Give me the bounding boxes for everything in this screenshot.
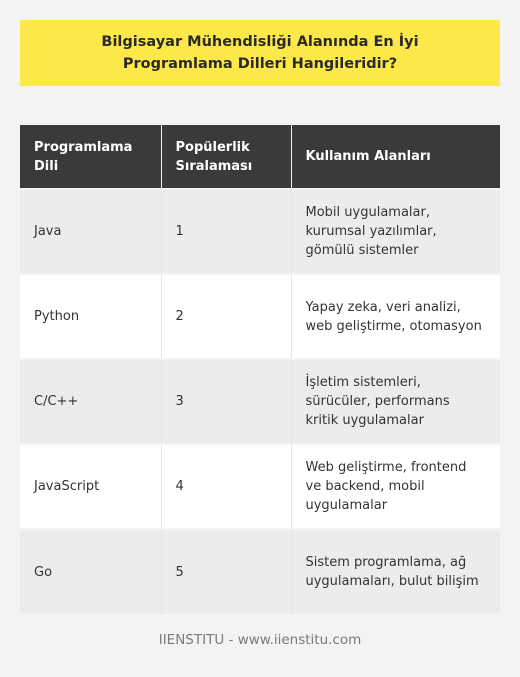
header-language: Programlama Dili — [20, 125, 162, 189]
cell-usage: Web geliştirme, frontend ve backend, mob… — [291, 443, 500, 529]
cell-usage: Yapay zeka, veri analizi, web geliştirme… — [291, 273, 500, 359]
cell-language: Java — [20, 188, 162, 274]
cell-usage: İşletim sistemleri, sürücüler, performan… — [291, 358, 500, 444]
cell-language: C/C++ — [20, 358, 162, 444]
table-row: C/C++ 3 İşletim sistemleri, sürücüler, p… — [20, 358, 500, 444]
cell-usage: Sistem programlama, ağ uygulamaları, bul… — [291, 528, 500, 614]
cell-language: JavaScript — [20, 443, 162, 529]
table-row: Java 1 Mobil uygulamalar, kurumsal yazıl… — [20, 188, 500, 274]
cell-rank: 2 — [161, 273, 292, 359]
header-usage: Kullanım Alanları — [291, 125, 500, 189]
cell-usage: Mobil uygulamalar, kurumsal yazılımlar, … — [291, 188, 500, 274]
table-row: Python 2 Yapay zeka, veri analizi, web g… — [20, 273, 500, 359]
cell-rank: 4 — [161, 443, 292, 529]
table-header-row: Programlama Dili Popülerlik Sıralaması K… — [20, 125, 500, 189]
languages-table: Programlama Dili Popülerlik Sıralaması K… — [20, 125, 500, 614]
table-row: JavaScript 4 Web geliştirme, frontend ve… — [20, 443, 500, 529]
table-row: Go 5 Sistem programlama, ağ uygulamaları… — [20, 528, 500, 614]
cell-rank: 5 — [161, 528, 292, 614]
cell-language: Python — [20, 273, 162, 359]
page-title: Bilgisayar Mühendisliği Alanında En İyi … — [101, 34, 419, 72]
cell-language: Go — [20, 528, 162, 614]
cell-rank: 3 — [161, 358, 292, 444]
header-popularity: Popülerlik Sıralaması — [161, 125, 292, 189]
title-banner: Bilgisayar Mühendisliği Alanında En İyi … — [20, 20, 500, 86]
footer-credit: IIENSTITU - www.iienstitu.com — [158, 632, 362, 648]
cell-rank: 1 — [161, 188, 292, 274]
